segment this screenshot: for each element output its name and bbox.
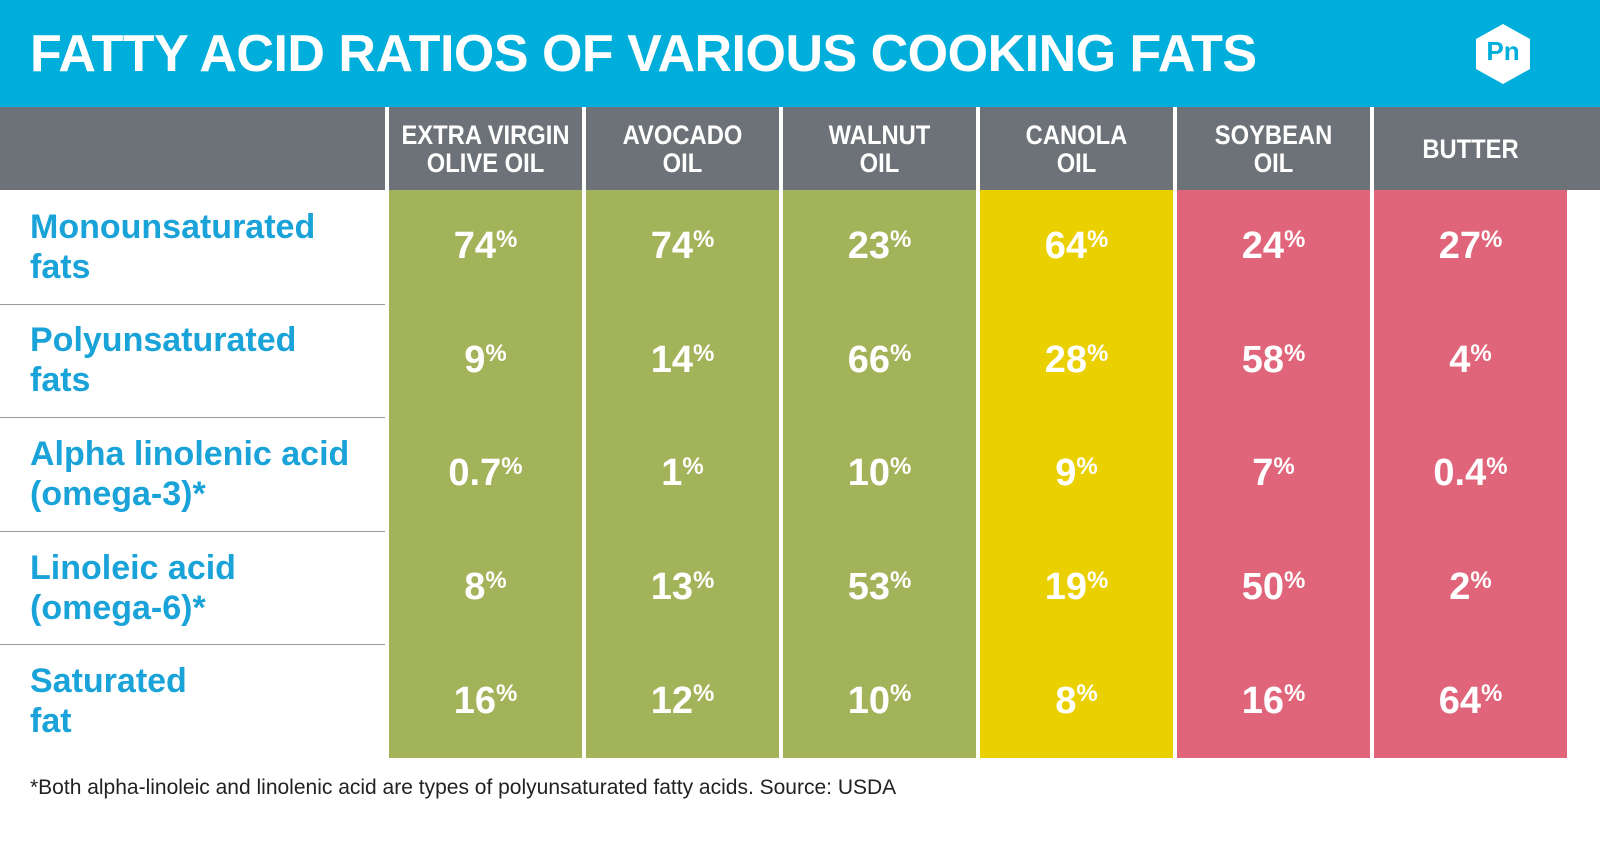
value-cell: 14%: [586, 303, 779, 418]
row-separator: [0, 530, 385, 532]
value-cell: 1%: [586, 417, 779, 531]
value-cell: 2%: [1374, 530, 1567, 645]
value-cell: 74%: [389, 190, 582, 304]
row-separator: [0, 644, 385, 646]
row-separator: [0, 303, 385, 305]
value-cell: 9%: [389, 303, 582, 418]
logo: Pn: [1486, 36, 1520, 66]
column-header: SOYBEAN OIL: [1214, 119, 1333, 178]
value-cell: 64%: [980, 190, 1173, 304]
column-header: AVOCADO OIL: [622, 119, 743, 178]
column-separator: [976, 107, 980, 758]
value-cell: 50%: [1177, 530, 1370, 645]
row-label: Alpha linolenic acid (omega-3)*: [30, 434, 350, 513]
value-cell: 16%: [389, 644, 582, 758]
title-bar: [0, 0, 1600, 107]
value-cell: 58%: [1177, 303, 1370, 418]
column-separator: [779, 107, 783, 758]
column-separator: [1370, 107, 1374, 758]
row-label: Monounsaturated fats: [30, 207, 316, 286]
value-cell: 19%: [980, 530, 1173, 645]
value-cell: 27%: [1374, 190, 1567, 304]
value-cell: 53%: [783, 530, 976, 645]
value-cell: 13%: [586, 530, 779, 645]
value-cell: 8%: [980, 644, 1173, 758]
value-cell: 7%: [1177, 417, 1370, 531]
value-cell: 66%: [783, 303, 976, 418]
row-separator: [0, 417, 385, 419]
column-separator: [582, 107, 586, 758]
value-cell: 64%: [1374, 644, 1567, 758]
row-label: Saturated fat: [30, 662, 187, 741]
footnote: *Both alpha-linoleic and linolenic acid …: [30, 776, 897, 799]
column-header: BUTTER: [1422, 133, 1519, 164]
value-cell: 23%: [783, 190, 976, 304]
column-header: WALNUT OIL: [828, 119, 931, 178]
value-cell: 0.7%: [389, 417, 582, 531]
value-cell: 9%: [980, 417, 1173, 531]
value-cell: 12%: [586, 644, 779, 758]
column-header: EXTRA VIRGIN OLIVE OIL: [401, 119, 570, 178]
value-cell: 4%: [1374, 303, 1567, 418]
value-cell: 10%: [783, 644, 976, 758]
column-header: CANOLA OIL: [1025, 119, 1128, 178]
logo-shape: [1476, 24, 1530, 84]
value-cell: 8%: [389, 530, 582, 645]
column-separator: [385, 107, 389, 758]
value-cell: 74%: [586, 190, 779, 304]
value-cell: 16%: [1177, 644, 1370, 758]
row-label: Linoleic acid (omega-6)*: [30, 548, 236, 627]
value-cell: 0.4%: [1374, 417, 1567, 531]
title: FATTY ACID RATIOS OF VARIOUS COOKING FAT…: [30, 25, 1257, 83]
value-cell: 28%: [980, 303, 1173, 418]
header-row: [0, 107, 1600, 190]
column-separator: [1173, 107, 1177, 758]
value-cell: 10%: [783, 417, 976, 531]
row-label: Polyunsaturated fats: [30, 321, 297, 400]
value-cell: 24%: [1177, 190, 1370, 304]
